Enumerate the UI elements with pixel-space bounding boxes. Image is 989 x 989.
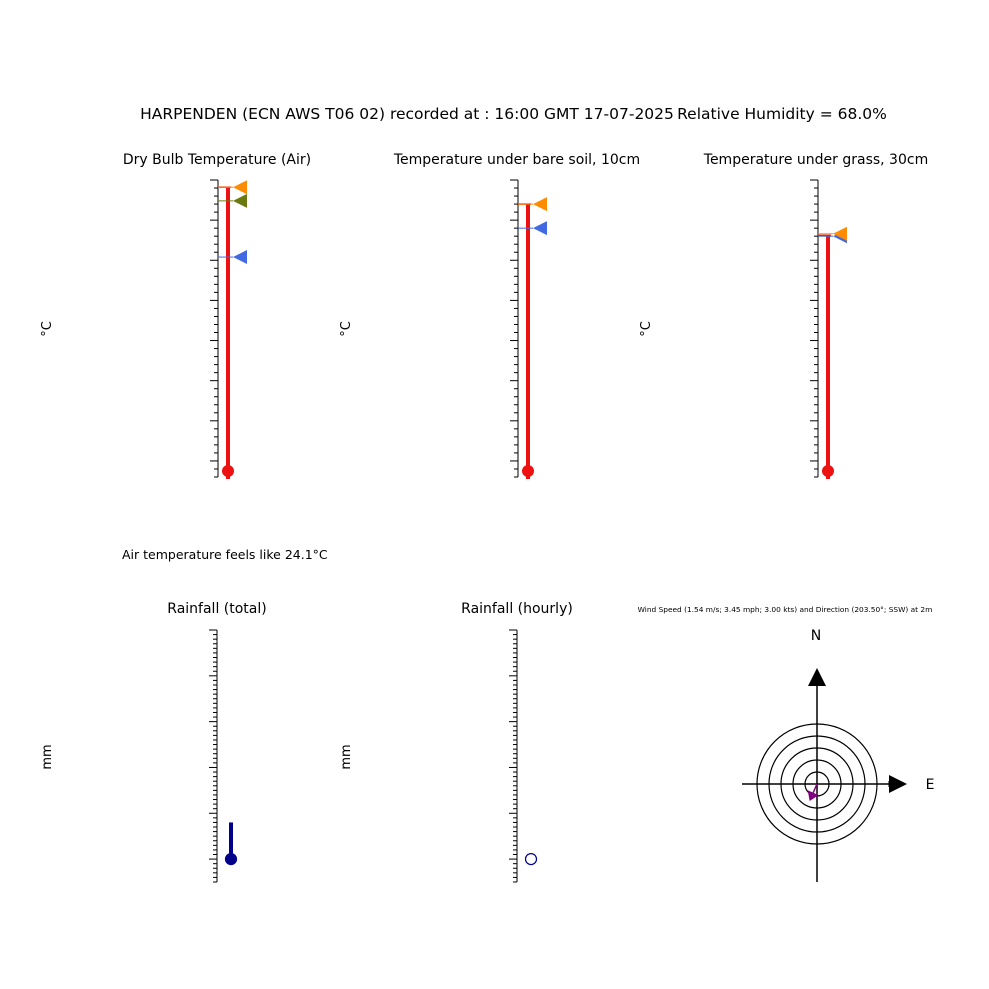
air-min-marker <box>233 250 247 265</box>
grass-temperature-panel: Temperature under grass, 30cm °C <box>639 152 928 479</box>
soil-temperature-panel: Temperature under bare soil, 10cm °C <box>339 152 640 479</box>
rain-hourly-bulb <box>524 852 538 866</box>
air-bulb <box>222 465 234 477</box>
soil-max-marker <box>533 197 547 212</box>
page-title: HARPENDEN (ECN AWS T06 02) recorded at :… <box>140 105 674 123</box>
feels-like-note: Air temperature feels like 24.1°C <box>122 547 328 562</box>
soil-bulb <box>522 465 534 477</box>
air-temperature-panel: Dry Bulb Temperature (Air) °C <box>40 152 311 479</box>
air-secondary-marker <box>233 193 247 208</box>
soil-min-marker <box>533 221 547 236</box>
air-max-marker <box>233 180 247 195</box>
grass-bulb <box>822 465 834 477</box>
grass-temperature-title: Temperature under grass, 30cm <box>703 152 928 168</box>
wind-direction-shaft <box>812 783 818 793</box>
air-temperature-title: Dry Bulb Temperature (Air) <box>123 152 311 168</box>
rainfall-total-title: Rainfall (total) <box>167 601 266 617</box>
rainfall-hourly-panel: Rainfall (hourly) mm <box>339 601 573 883</box>
rainfall-hourly-title: Rainfall (hourly) <box>461 601 573 617</box>
rain-total-bulb <box>224 852 238 866</box>
soil-temperature-title: Temperature under bare soil, 10cm <box>393 152 640 168</box>
wind-east-arrowhead <box>889 775 907 793</box>
rainfall-total-ylabel: mm <box>40 744 55 769</box>
rainfall-total-panel: Rainfall (total) mm <box>40 601 267 883</box>
wind-rose-panel: Wind Speed (1.54 m/s; 3.45 mph; 3.00 kts… <box>638 605 935 882</box>
soil-temperature-ylabel: °C <box>339 321 354 337</box>
wind-title: Wind Speed (1.54 m/s; 3.45 mph; 3.00 kts… <box>638 605 933 614</box>
grass-temperature-ylabel: °C <box>639 321 654 337</box>
wind-east-label: E <box>926 777 935 793</box>
humidity-readout: Relative Humidity = 68.0% <box>677 105 887 123</box>
wind-north-label: N <box>811 628 821 644</box>
wind-north-arrowhead <box>808 668 826 686</box>
grass-max-marker <box>833 226 847 241</box>
rainfall-hourly-ylabel: mm <box>339 744 354 769</box>
wind-direction-arrowhead <box>807 790 819 801</box>
air-temperature-ylabel: °C <box>40 321 55 337</box>
